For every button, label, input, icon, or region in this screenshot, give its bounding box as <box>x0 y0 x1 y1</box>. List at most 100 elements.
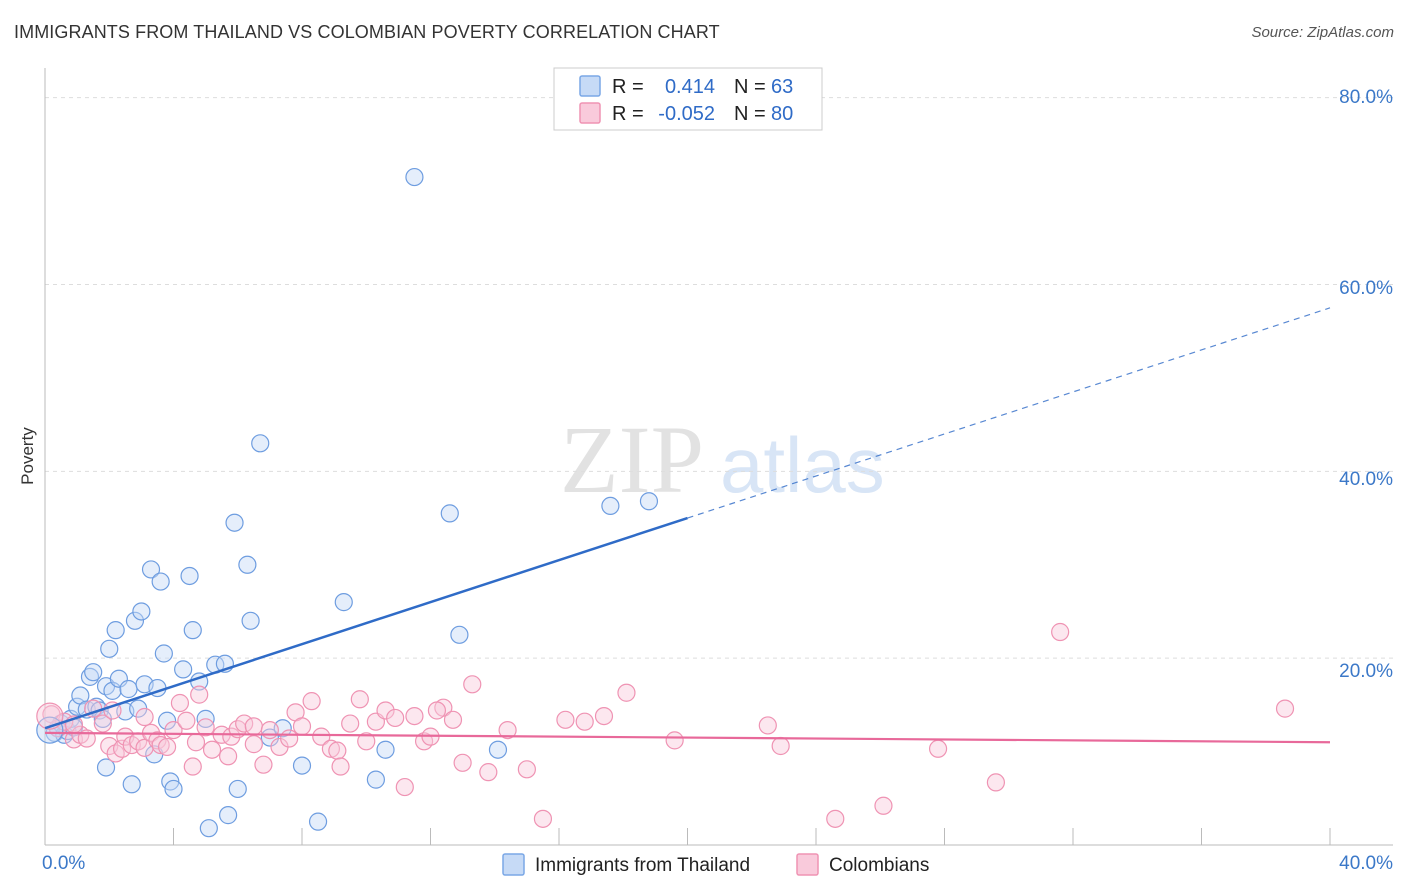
thailand-point-49 <box>292 756 312 775</box>
thailand-point-42 <box>225 513 244 532</box>
thailand-point-34 <box>164 779 183 799</box>
colombians-point-46 <box>386 708 405 728</box>
legend-swatch-thailand <box>579 75 601 97</box>
y-axis-label: Poverty <box>18 427 37 485</box>
colombians-point-68 <box>928 739 948 758</box>
thailand-point-60 <box>199 819 218 838</box>
legend-r-value-thailand: 0.414 <box>665 76 715 98</box>
y-tick-80: 80.0% <box>1339 87 1393 108</box>
thailand-point-47 <box>260 728 279 747</box>
colombians-point-47 <box>395 777 414 797</box>
thailand-point-18 <box>106 621 125 640</box>
colombians-point-36 <box>292 717 312 736</box>
bottom-legend-label-thailand: Immigrants from Thailand <box>535 855 750 876</box>
colombians-point-60 <box>575 712 594 731</box>
watermark-zip: ZIP <box>560 406 704 513</box>
points-layer <box>36 167 1295 838</box>
colombians-point-30 <box>244 717 263 736</box>
thailand-point-52 <box>366 770 385 789</box>
thailand-point-44 <box>238 555 257 574</box>
thailand-point-21 <box>119 679 138 699</box>
correlation-legend: R = 0.414 N = 63 R = -0.052 N = 80 <box>553 67 823 131</box>
colombians-point-67 <box>874 796 893 815</box>
colombians-point-48 <box>405 706 424 726</box>
colombians-point-38 <box>312 727 331 746</box>
legend-n-value-thailand: 63 <box>771 76 793 98</box>
colombians-point-55 <box>479 763 498 782</box>
thailand-point-51 <box>334 593 353 612</box>
thailand-point-25 <box>132 602 151 621</box>
colombians-point-27 <box>222 727 241 746</box>
colombians-point-54 <box>463 675 482 694</box>
thailand-point-37 <box>183 621 202 640</box>
thailand-point-55 <box>440 504 459 523</box>
colombians-point-57 <box>517 760 536 779</box>
x-tick-0: 0.0% <box>42 853 85 874</box>
colombians-point-63 <box>665 731 684 750</box>
colombians-point-76 <box>219 747 238 766</box>
colombians-point-24 <box>196 718 215 737</box>
colombians-point-43 <box>357 732 376 751</box>
watermark-atlas: atlas <box>720 421 885 509</box>
colombians-point-22 <box>186 733 206 752</box>
colombians-point-71 <box>1275 699 1295 718</box>
thailand-trend-line <box>44 516 688 730</box>
thailand-point-16 <box>100 639 119 658</box>
colombians-point-74 <box>135 707 154 727</box>
colombians-point-17 <box>151 735 170 755</box>
thailand-trend-extension <box>687 307 1331 519</box>
y-tick-20: 20.0% <box>1339 661 1393 682</box>
bottom-legend-swatch-colombians <box>796 853 819 876</box>
legend-n-label-thailand: N = <box>734 76 766 98</box>
legend-swatch-colombians <box>579 102 601 124</box>
colombians-point-70 <box>1051 622 1070 642</box>
thailand-point-36 <box>180 566 199 586</box>
series-legend: Immigrants from Thailand Colombians <box>502 853 929 876</box>
legend-r-label-colombians: R = <box>612 103 644 125</box>
chart-title: IMMIGRANTS FROM THAILAND VS COLOMBIAN PO… <box>14 22 720 42</box>
colombians-point-77 <box>244 735 263 754</box>
colombians-point-66 <box>826 809 845 828</box>
y-tick-60: 60.0% <box>1339 278 1393 299</box>
colombians-point-40 <box>328 741 347 760</box>
thailand-point-23 <box>125 611 145 630</box>
thailand-point-30 <box>151 572 170 591</box>
colombians-point-52 <box>443 710 463 729</box>
thailand-point-50 <box>308 812 328 831</box>
colombians-point-61 <box>594 706 614 726</box>
thailand-point-58 <box>601 496 620 516</box>
thailand-point-53 <box>376 740 395 759</box>
y-tick-40: 40.0% <box>1339 469 1393 490</box>
thailand-point-27 <box>141 560 161 579</box>
x-tick-40: 40.0% <box>1339 853 1393 874</box>
chart-source: Source: ZipAtlas.com <box>1251 24 1394 41</box>
colombians-point-59 <box>556 710 575 729</box>
thailand-point-62 <box>96 758 116 777</box>
colombians-point-53 <box>453 753 472 772</box>
colombians-point-7 <box>93 714 112 733</box>
colombians-point-41 <box>341 714 360 733</box>
colombians-point-39 <box>321 739 341 758</box>
colombians-cluster-point <box>36 702 64 730</box>
colombians-point-18 <box>157 737 177 757</box>
thailand-point-46 <box>251 434 270 453</box>
colombians-point-42 <box>350 690 369 709</box>
thailand-point-54 <box>405 167 424 187</box>
colombians-point-75 <box>183 757 202 776</box>
bottom-legend-swatch-thailand <box>502 853 525 876</box>
legend-r-label-thailand: R = <box>612 76 644 98</box>
legend-r-value-colombians: -0.052 <box>658 103 715 125</box>
thailand-point-59 <box>639 492 659 511</box>
colombians-point-64 <box>758 716 777 735</box>
colombians-point-31 <box>254 755 273 774</box>
colombians-point-73 <box>103 701 122 720</box>
legend-n-value-colombians: 80 <box>771 103 793 125</box>
colombians-point-20 <box>170 693 190 713</box>
bottom-legend-label-colombians: Colombians <box>829 855 929 876</box>
colombians-point-65 <box>771 736 790 756</box>
thailand-point-11 <box>84 663 103 682</box>
colombians-point-78 <box>331 757 350 776</box>
colombians-point-69 <box>986 773 1006 792</box>
thailand-point-32 <box>157 711 177 730</box>
trend-layer <box>44 307 1331 744</box>
